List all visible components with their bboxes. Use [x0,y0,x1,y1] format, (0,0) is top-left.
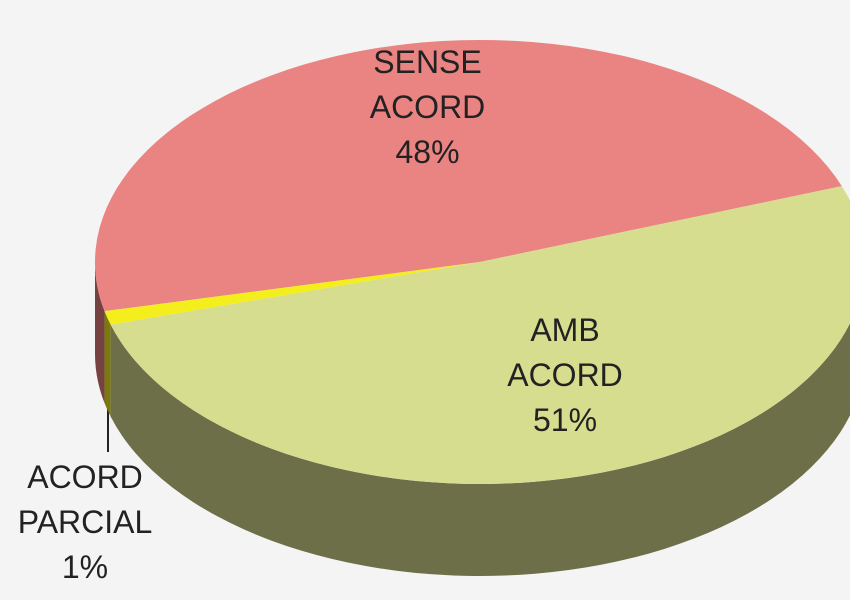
value-label: 1% [61,549,109,585]
category-label: SENSE ACORD [369,44,486,125]
pie-slice [94,39,842,312]
category-label: AMB ACORD [507,312,623,393]
pie-side [104,311,111,417]
slice-label: ACORD PARCIAL 1% [5,455,165,590]
pie-slice [110,186,850,484]
slice-label: AMB ACORD 51% [485,308,645,443]
slice-label: SENSE ACORD 48% [345,40,510,175]
pie-side [95,262,105,404]
pie-side [110,323,850,576]
value-label: 48% [395,134,460,170]
pie-sides [95,262,850,576]
pie-slice [104,262,480,325]
value-label: 51% [532,402,598,438]
category-label: ACORD PARCIAL [17,459,153,540]
